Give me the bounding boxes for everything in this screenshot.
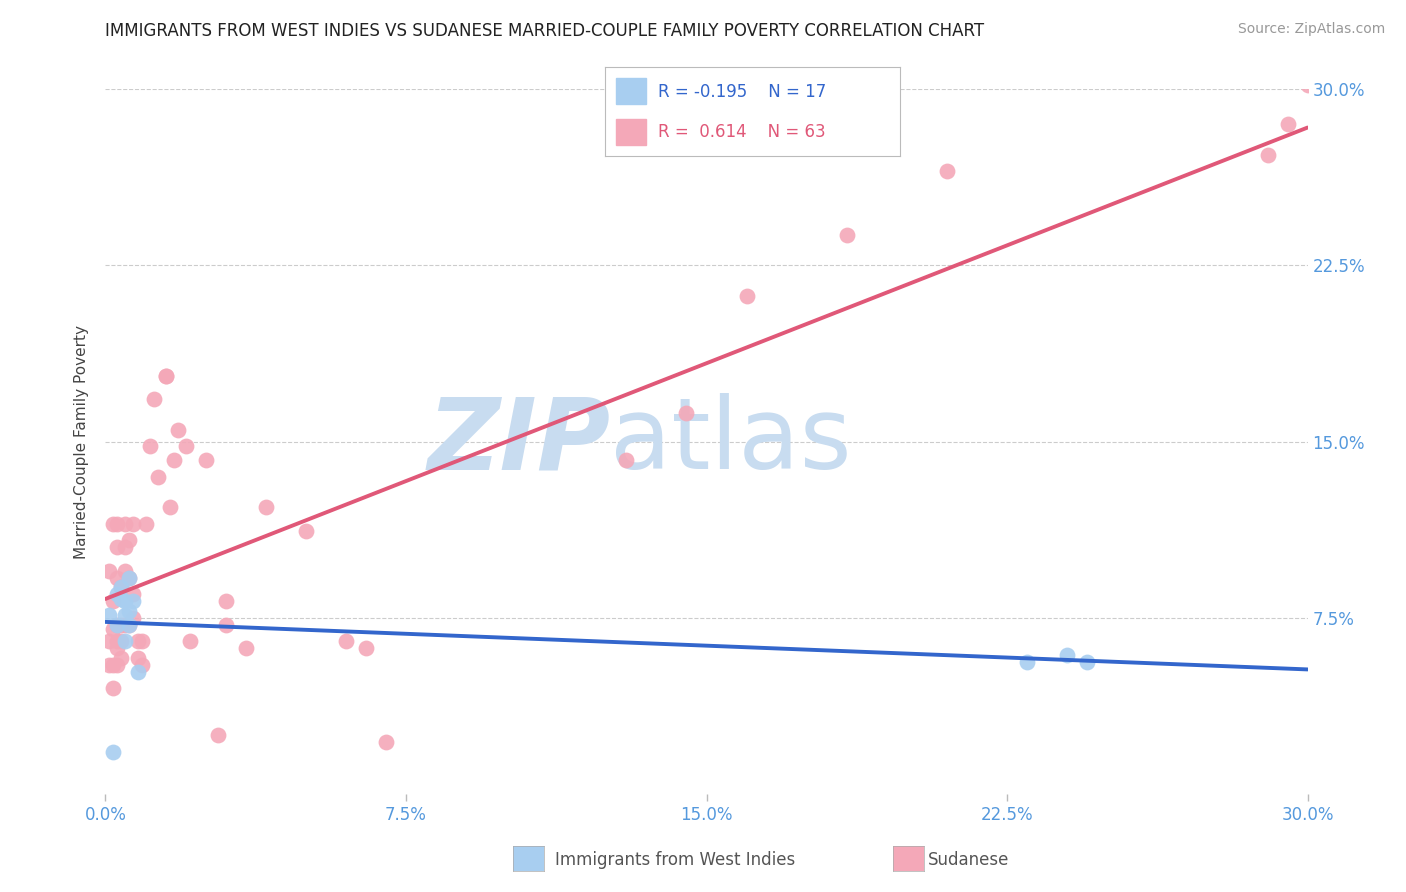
Point — [114, 594, 136, 608]
Point — [146, 469, 169, 483]
Point — [98, 634, 121, 648]
Point — [110, 580, 132, 594]
Point — [98, 564, 121, 578]
Point — [138, 439, 160, 453]
Point — [179, 634, 201, 648]
Point — [122, 516, 145, 531]
Text: Source: ZipAtlas.com: Source: ZipAtlas.com — [1237, 22, 1385, 37]
Point — [127, 665, 149, 679]
Point — [235, 641, 257, 656]
Point — [214, 594, 236, 608]
Point — [207, 728, 229, 742]
Point — [127, 634, 149, 648]
Point — [214, 617, 236, 632]
Point — [194, 453, 217, 467]
Point — [107, 634, 129, 648]
Point — [110, 650, 132, 665]
Point — [118, 604, 141, 618]
Point — [1316, 148, 1339, 162]
Point — [107, 641, 129, 656]
Point — [114, 516, 136, 531]
Text: IMMIGRANTS FROM WEST INDIES VS SUDANESE MARRIED-COUPLE FAMILY POVERTY CORRELATIO: IMMIGRANTS FROM WEST INDIES VS SUDANESE … — [105, 22, 984, 40]
Point — [107, 617, 129, 632]
Point — [110, 617, 132, 632]
Point — [162, 453, 184, 467]
Point — [110, 591, 132, 606]
Point — [335, 634, 357, 648]
Text: R = -0.195    N = 17: R = -0.195 N = 17 — [658, 83, 825, 101]
Text: Immigrants from West Indies: Immigrants from West Indies — [555, 851, 796, 869]
Point — [936, 164, 959, 178]
Point — [114, 608, 136, 623]
Point — [735, 289, 758, 303]
Point — [616, 453, 638, 467]
Point — [103, 623, 125, 637]
Point — [1076, 656, 1098, 670]
Point — [107, 657, 129, 672]
Point — [107, 516, 129, 531]
Point — [107, 571, 129, 585]
Point — [114, 564, 136, 578]
Point — [295, 524, 318, 538]
Point — [110, 580, 132, 594]
Point — [103, 681, 125, 696]
Text: ZIP: ZIP — [427, 393, 610, 490]
Point — [142, 392, 165, 407]
Point — [174, 439, 197, 453]
Point — [118, 571, 141, 585]
Point — [1257, 148, 1279, 162]
Point — [98, 657, 121, 672]
Point — [122, 594, 145, 608]
Point — [1056, 648, 1078, 663]
Point — [166, 423, 188, 437]
Point — [374, 735, 398, 749]
Point — [675, 406, 697, 420]
Point — [103, 594, 125, 608]
Point — [103, 745, 125, 759]
Point — [118, 571, 141, 585]
Point — [110, 634, 132, 648]
Point — [114, 617, 136, 632]
Point — [118, 617, 141, 632]
Point — [122, 587, 145, 601]
Point — [98, 608, 121, 623]
Point — [114, 540, 136, 554]
Point — [131, 657, 153, 672]
Point — [1277, 117, 1299, 131]
Text: R =  0.614    N = 63: R = 0.614 N = 63 — [658, 123, 825, 141]
Point — [835, 227, 858, 242]
Point — [127, 650, 149, 665]
Point — [103, 657, 125, 672]
Point — [1017, 656, 1039, 670]
Point — [114, 634, 136, 648]
Point — [131, 634, 153, 648]
Text: atlas: atlas — [610, 393, 852, 490]
Point — [1296, 78, 1319, 92]
Point — [118, 533, 141, 548]
Point — [103, 516, 125, 531]
Point — [159, 500, 181, 515]
Y-axis label: Married-Couple Family Poverty: Married-Couple Family Poverty — [75, 325, 90, 558]
Point — [118, 617, 141, 632]
Bar — [616, 119, 645, 145]
Point — [122, 610, 145, 624]
Text: Sudanese: Sudanese — [928, 851, 1010, 869]
Point — [135, 516, 157, 531]
Point — [107, 587, 129, 601]
Bar — [616, 78, 645, 104]
Point — [354, 641, 377, 656]
Point — [254, 500, 277, 515]
Point — [107, 540, 129, 554]
Point — [155, 368, 177, 383]
Point — [155, 368, 177, 383]
Point — [107, 617, 129, 632]
